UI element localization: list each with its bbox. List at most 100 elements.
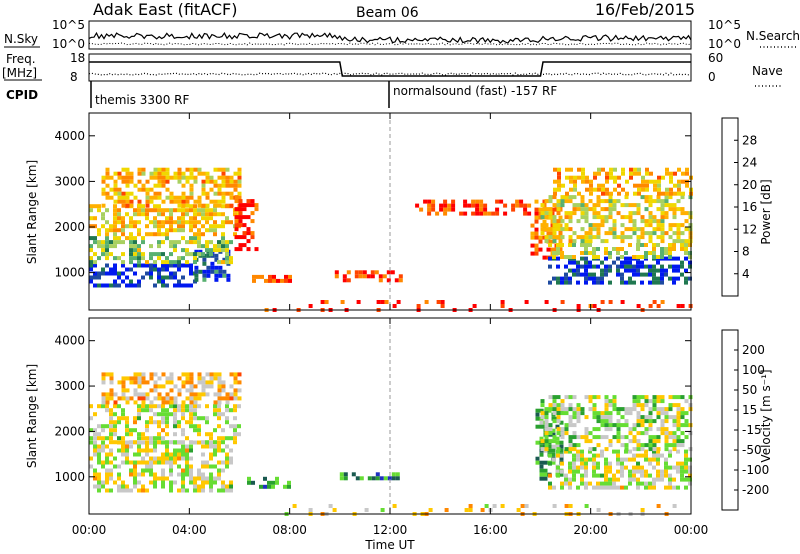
power-cell <box>229 220 233 225</box>
power-cell <box>165 195 170 200</box>
power-cell <box>660 227 665 232</box>
power-cell <box>589 187 593 192</box>
velocity-cell <box>125 452 129 457</box>
velocity-cell <box>548 485 552 490</box>
power-cell <box>238 203 243 208</box>
power-cell <box>612 247 616 251</box>
velocity-cell <box>628 449 632 454</box>
power-cell <box>632 264 636 269</box>
velocity-cell <box>247 476 251 481</box>
velocity-cell <box>193 484 197 489</box>
power-cell <box>558 247 563 252</box>
velocity-cell <box>209 484 213 489</box>
power-cell <box>113 256 117 261</box>
power-cell <box>568 195 573 200</box>
freq-panel <box>88 53 692 82</box>
power-cell <box>129 256 133 261</box>
beam-title: Beam 06 <box>356 5 419 21</box>
power-cell <box>137 244 141 249</box>
power-cell <box>601 191 605 196</box>
velocity-cell <box>189 412 193 417</box>
velocity-cell <box>197 396 202 401</box>
power-cell <box>197 240 201 245</box>
velocity-cell <box>636 419 641 424</box>
velocity-cell <box>149 408 153 413</box>
power-cell <box>97 256 101 261</box>
velocity-cell <box>636 431 641 436</box>
velocity-cell <box>551 428 556 433</box>
power-cell <box>613 175 617 180</box>
velocity-cell <box>161 460 165 465</box>
power-cell <box>564 280 568 285</box>
velocity-cell <box>564 447 569 452</box>
velocity-cell <box>173 440 177 445</box>
power-cell <box>189 283 193 288</box>
power-cell <box>189 191 194 196</box>
velocity-cell <box>225 452 229 457</box>
power-cell <box>206 253 211 258</box>
velocity-cell <box>620 435 625 440</box>
velocity-cell <box>101 392 106 397</box>
power-cell <box>672 247 676 251</box>
velocity-cell <box>181 372 186 377</box>
velocity-cell <box>620 473 624 478</box>
power-cell <box>616 235 621 240</box>
velocity-cell <box>101 424 105 429</box>
power-cell <box>604 251 608 255</box>
power-cell <box>672 203 677 208</box>
velocity-cell <box>109 476 113 481</box>
colorbar-tick-label: 28 <box>742 133 757 147</box>
velocity-cell <box>656 435 661 440</box>
power-cell <box>431 203 436 208</box>
freq-unit-label: [MHz] <box>2 66 37 80</box>
power-cell <box>149 187 154 192</box>
power-cell <box>237 179 242 184</box>
velocity-cell <box>576 449 580 454</box>
velocity-cell <box>600 453 604 458</box>
power-cell <box>189 195 194 200</box>
power-cell <box>209 199 214 204</box>
power-cell <box>354 274 359 279</box>
colorbar-tick-label: 24 <box>742 156 757 170</box>
velocity-cell <box>539 408 544 413</box>
velocity-cell <box>271 480 275 485</box>
power-cell <box>628 219 633 224</box>
power-cell <box>101 216 105 221</box>
power-cell <box>149 275 153 280</box>
velocity-cell <box>668 453 672 458</box>
power-cell <box>101 271 105 276</box>
velocity-cell <box>584 431 589 436</box>
power-cell <box>229 240 233 245</box>
velocity-cell <box>133 472 137 477</box>
power-cell <box>121 224 125 229</box>
power-cell <box>93 283 97 288</box>
velocity-cell <box>551 416 556 421</box>
velocity-cell <box>105 436 109 441</box>
power-cell <box>548 280 552 285</box>
velocity-cell <box>680 439 685 444</box>
nsky-trace <box>88 31 692 44</box>
power-cell <box>177 216 181 221</box>
power-cell <box>672 207 677 212</box>
power-cell <box>181 224 185 229</box>
velocity-cell <box>137 380 142 385</box>
velocity-cell <box>197 404 201 409</box>
power-cell <box>181 203 186 208</box>
power-cell <box>640 215 645 220</box>
power-cell <box>157 240 161 245</box>
power-cell <box>141 204 145 209</box>
power-cell <box>580 207 585 212</box>
velocity-cell <box>209 444 213 449</box>
velocity-cell <box>632 457 636 462</box>
velocity-cell <box>616 419 621 424</box>
velocity-cell <box>217 448 221 453</box>
power-cell <box>105 228 109 233</box>
power-cell <box>177 220 181 225</box>
power-cell <box>632 211 637 216</box>
velocity-cell <box>169 396 174 401</box>
power-cell <box>596 280 600 285</box>
power-cell <box>153 252 157 257</box>
power-cell <box>117 191 122 196</box>
velocity-cell <box>624 449 628 454</box>
velocity-cell <box>193 392 198 397</box>
